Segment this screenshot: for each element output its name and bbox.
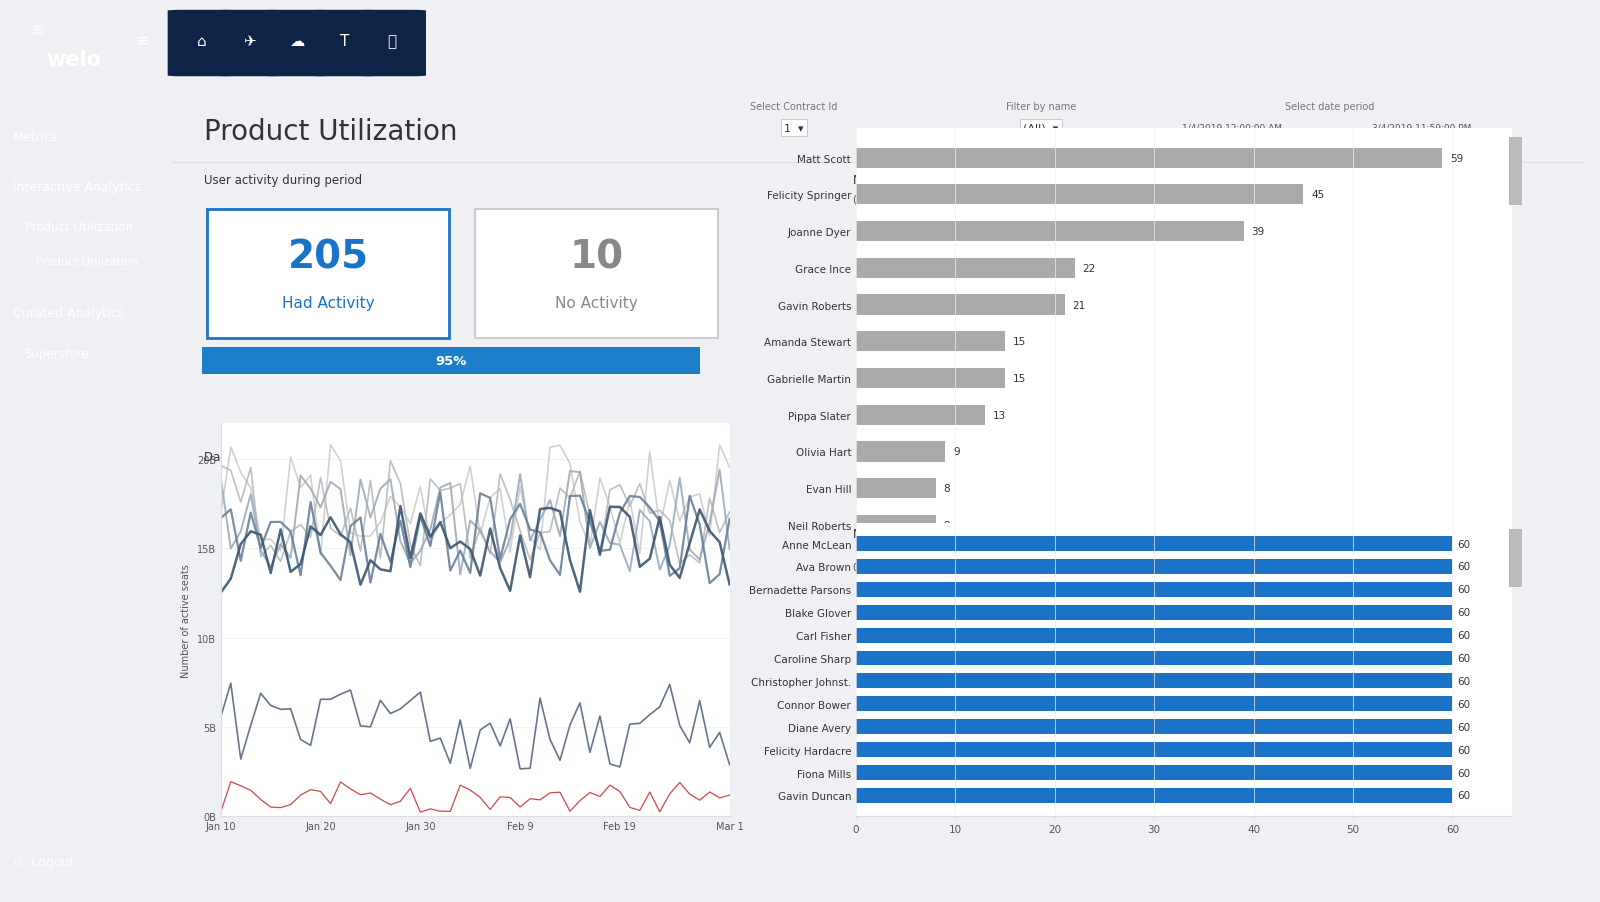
Bar [856, 651, 1453, 666]
Text: 60: 60 [1458, 653, 1470, 663]
Text: 1  ▾: 1 ▾ [784, 124, 803, 133]
Text: 60: 60 [1458, 676, 1470, 686]
Bar [856, 222, 1243, 242]
Bar [856, 696, 1453, 712]
Text: 39: 39 [1251, 226, 1266, 237]
Text: 60: 60 [1458, 768, 1470, 778]
Bar [856, 742, 1453, 758]
Text: 3/4/2019 11:59:00 PM: 3/4/2019 11:59:00 PM [1371, 124, 1470, 133]
Text: 8: 8 [944, 520, 950, 530]
Text: ⊙  Logout: ⊙ Logout [13, 855, 75, 868]
Bar [856, 185, 1304, 205]
FancyBboxPatch shape [168, 11, 237, 78]
Bar [1509, 529, 1522, 588]
Bar [856, 582, 1453, 597]
Text: T: T [339, 34, 349, 49]
Bar [1509, 137, 1522, 206]
Text: ☁: ☁ [290, 34, 304, 49]
Text: welo: welo [46, 50, 101, 69]
Bar [856, 559, 1453, 575]
Bar [856, 258, 1075, 279]
Text: 205: 205 [288, 238, 368, 276]
FancyBboxPatch shape [262, 11, 331, 78]
Bar [856, 628, 1453, 643]
Text: Product Utilization: Product Utilization [37, 257, 138, 267]
FancyBboxPatch shape [310, 11, 379, 78]
Text: 15: 15 [1013, 373, 1026, 383]
Text: Product Utilization: Product Utilization [24, 221, 133, 234]
Bar [856, 332, 1005, 352]
Text: ✈: ✈ [243, 34, 256, 49]
Text: 60: 60 [1458, 608, 1470, 618]
Bar [856, 720, 1453, 734]
Bar [856, 295, 1064, 316]
Text: (All)  ▾: (All) ▾ [1022, 124, 1058, 133]
Text: ⌂: ⌂ [197, 34, 206, 49]
Text: 10: 10 [570, 238, 624, 276]
Text: Interactive Analytics: Interactive Analytics [13, 180, 141, 193]
Text: 15: 15 [1013, 336, 1026, 347]
Text: User activity during period: User activity during period [203, 173, 362, 187]
Text: 60: 60 [1458, 722, 1470, 732]
Text: 59: 59 [1450, 153, 1464, 163]
Text: Metrics: Metrics [13, 131, 59, 143]
Text: 60: 60 [1458, 745, 1470, 755]
Text: 45: 45 [1312, 190, 1325, 200]
Text: Product Utilization: Product Utilization [203, 118, 458, 146]
Text: 13: 13 [994, 410, 1006, 420]
Bar [856, 405, 986, 426]
FancyBboxPatch shape [206, 210, 450, 338]
Text: Number of days since last account activity: Number of days since last account activi… [853, 173, 1106, 187]
Bar [856, 515, 936, 536]
Text: 1/4/2019 12:00:00 AM: 1/4/2019 12:00:00 AM [1182, 124, 1282, 133]
Text: ≋: ≋ [30, 23, 45, 41]
Bar [856, 148, 1443, 169]
Text: 21: 21 [1072, 300, 1086, 310]
Text: Had Activity: Had Activity [282, 296, 374, 311]
Text: ⏸: ⏸ [387, 34, 397, 49]
FancyBboxPatch shape [357, 11, 426, 78]
Bar [856, 442, 946, 462]
Text: Number of days with activity during selected period: Number of days with activity during sele… [853, 528, 1162, 540]
Text: Curated Analytics: Curated Analytics [13, 307, 125, 319]
Text: 8: 8 [944, 483, 950, 493]
Y-axis label: Number of active seats: Number of active seats [181, 563, 192, 677]
Text: 60: 60 [1458, 630, 1470, 640]
Bar [856, 605, 1453, 620]
Text: 22: 22 [1083, 263, 1096, 273]
Bar [856, 674, 1453, 688]
Text: 60: 60 [1458, 699, 1470, 709]
FancyBboxPatch shape [475, 210, 718, 338]
Bar [856, 368, 1005, 389]
Text: 60: 60 [1458, 584, 1470, 594]
Text: (click to send email): (click to send email) [853, 195, 958, 205]
Text: No Activity: No Activity [555, 296, 638, 311]
FancyBboxPatch shape [214, 11, 283, 78]
Bar [856, 765, 1453, 780]
Text: ≡: ≡ [134, 32, 149, 50]
Text: 60: 60 [1458, 790, 1470, 801]
Text: 60: 60 [1458, 538, 1470, 549]
Text: 60: 60 [1458, 562, 1470, 572]
Text: Superstore: Superstore [24, 347, 90, 360]
Bar [856, 537, 1453, 551]
Text: 9: 9 [954, 446, 960, 457]
Text: Daily volume of user activity: Daily volume of user activity [203, 450, 374, 464]
Text: 95%: 95% [435, 354, 467, 367]
Text: Select Contract Id: Select Contract Id [750, 102, 837, 112]
Text: Select date period: Select date period [1285, 102, 1374, 112]
Bar [856, 479, 936, 499]
Text: Filter by name: Filter by name [1005, 102, 1075, 112]
Bar [856, 788, 1453, 803]
